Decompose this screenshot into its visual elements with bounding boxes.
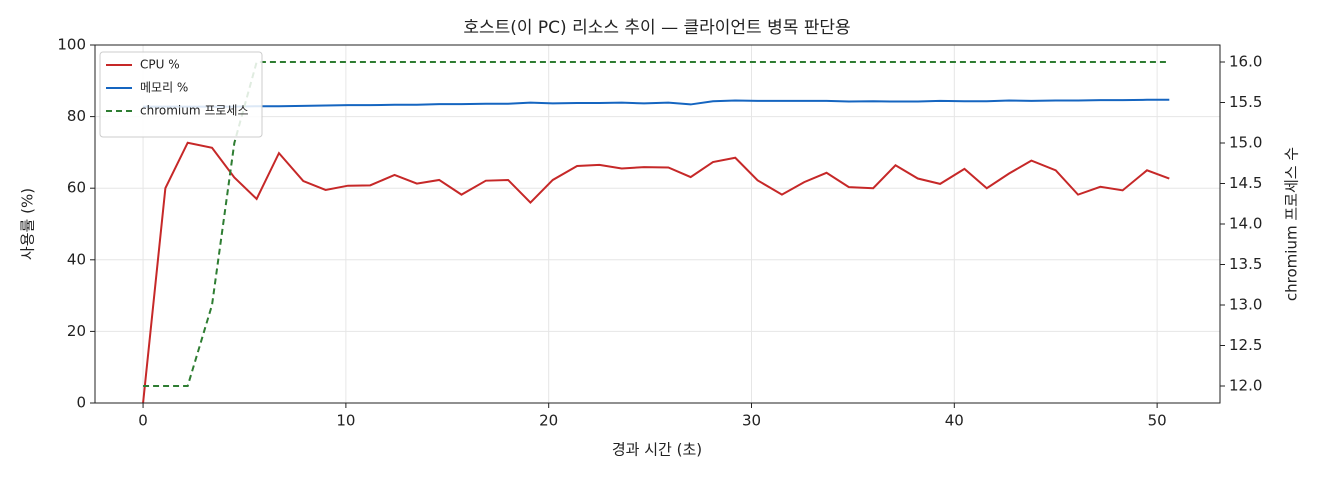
x-tick-label: 30 [742,412,761,430]
x-tick-label: 40 [945,412,964,430]
data-line [143,98,1170,108]
y2-tick-label: 15.5 [1229,93,1262,111]
y-tick-label: 40 [67,250,86,268]
legend-box [99,51,263,138]
y-axis-label: 사용률 (%) [19,188,37,260]
y2-tick-label: 12.5 [1229,336,1262,354]
y-tick-label: 80 [67,107,86,125]
legend-label: CPU % [140,58,180,72]
y2-axis-label: chromium 프로세스 수 [1283,147,1301,301]
legend: CPU % 메모리 % chromium 프로세스 [99,51,263,138]
y2-tick-label: 12.0 [1229,376,1262,394]
legend-label: chromium 프로세스 [140,104,249,118]
chart-title: 호스트(이 PC) 리소스 추이 — 클라이언트 병목 판단용 [463,18,850,38]
data-line [142,141,1170,404]
y2-tick-label: 16.0 [1229,53,1262,71]
y-tick-label: 20 [67,322,86,340]
x-tick-label: 50 [1148,412,1167,430]
y-tick-label: 60 [67,179,86,197]
y2-tick-label: 13.5 [1229,255,1262,273]
y-tick-label: 100 [57,36,86,54]
y2-tick-label: 13.0 [1229,295,1262,313]
plot-frame [94,44,1221,404]
x-tick-label: 0 [138,412,148,430]
y-tick-label: 0 [76,394,86,412]
x-axis-label: 경과 시간 (초) [612,441,702,459]
x-tick-label: 20 [539,412,558,430]
y2-tick-label: 14.0 [1229,215,1262,233]
x-tick-label: 10 [336,412,355,430]
y2-tick-label: 14.5 [1229,174,1262,192]
y2-tick-label: 15.0 [1229,134,1262,152]
data-line [143,61,1170,387]
legend-label: 메모리 % [140,81,188,95]
